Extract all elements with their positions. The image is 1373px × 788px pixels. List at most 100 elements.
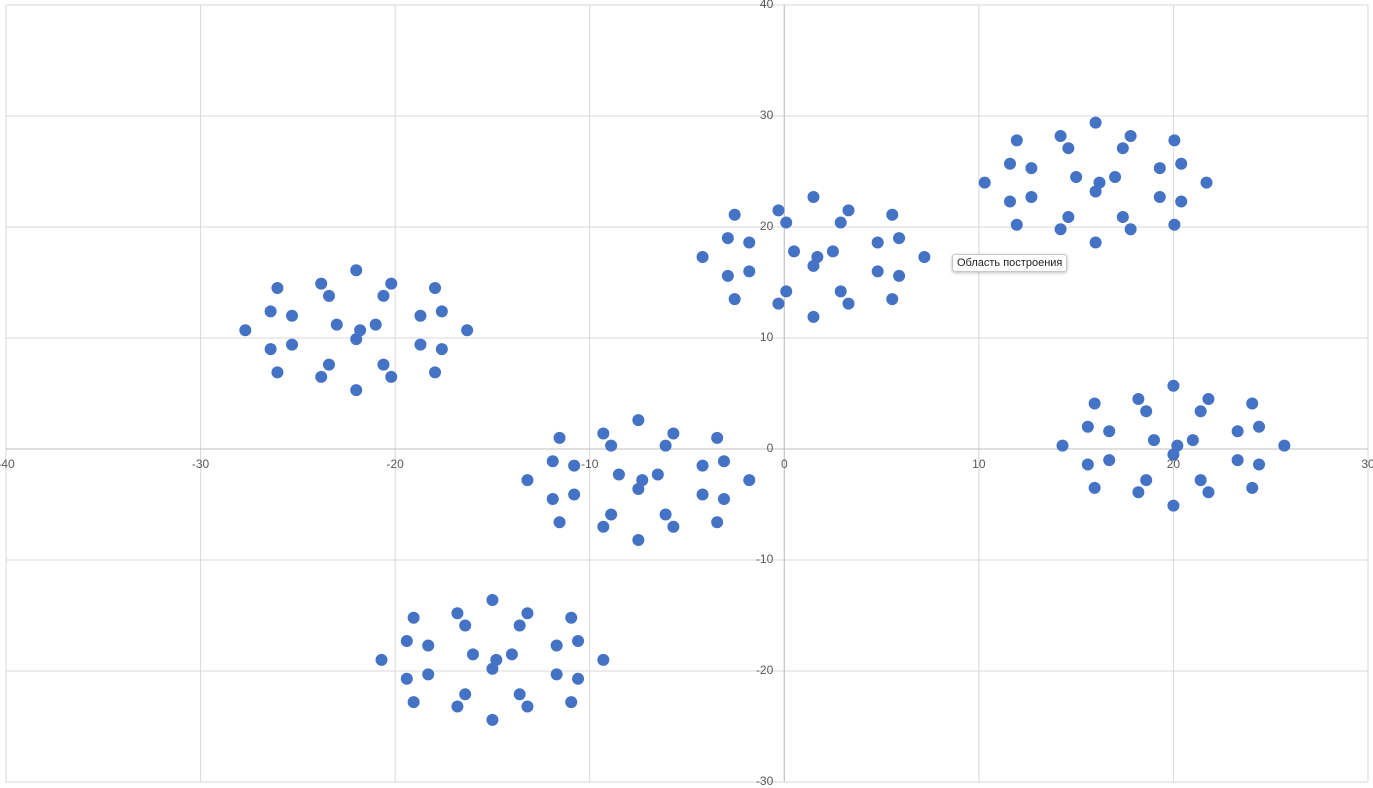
point bbox=[565, 696, 578, 709]
point bbox=[834, 285, 847, 298]
point bbox=[1200, 176, 1213, 189]
point bbox=[435, 305, 448, 318]
point bbox=[451, 607, 464, 620]
x-tick-label: 10 bbox=[972, 457, 986, 471]
point bbox=[826, 245, 839, 258]
point bbox=[1054, 223, 1067, 236]
point bbox=[400, 635, 413, 648]
point bbox=[459, 619, 472, 632]
point bbox=[743, 236, 756, 249]
x-tick-label: -10 bbox=[581, 457, 599, 471]
point bbox=[1167, 499, 1180, 512]
point bbox=[322, 289, 335, 302]
point bbox=[315, 277, 328, 290]
point bbox=[1054, 129, 1067, 142]
point bbox=[429, 366, 442, 379]
y-tick-label: -10 bbox=[756, 552, 774, 566]
point bbox=[780, 285, 793, 298]
point bbox=[1088, 481, 1101, 494]
point bbox=[1246, 481, 1259, 494]
point bbox=[565, 611, 578, 624]
y-tick-label: 40 bbox=[760, 0, 774, 11]
point bbox=[728, 293, 741, 306]
point bbox=[315, 370, 328, 383]
point bbox=[632, 414, 645, 427]
point bbox=[369, 318, 382, 331]
point bbox=[1194, 474, 1207, 487]
point bbox=[451, 700, 464, 713]
point bbox=[1056, 439, 1069, 452]
point bbox=[521, 607, 534, 620]
point bbox=[435, 343, 448, 356]
point bbox=[842, 204, 855, 217]
y-tick-label: 30 bbox=[760, 108, 774, 122]
point bbox=[377, 358, 390, 371]
point bbox=[513, 619, 526, 632]
point bbox=[264, 305, 277, 318]
point bbox=[513, 688, 526, 701]
point bbox=[568, 459, 581, 472]
y-tick-label: 10 bbox=[760, 330, 774, 344]
point bbox=[1175, 195, 1188, 208]
point bbox=[651, 468, 664, 481]
point bbox=[696, 488, 709, 501]
point bbox=[553, 431, 566, 444]
point bbox=[422, 668, 435, 681]
point bbox=[1124, 129, 1137, 142]
point bbox=[667, 520, 680, 533]
point bbox=[1003, 157, 1016, 170]
point bbox=[546, 492, 559, 505]
point bbox=[1070, 171, 1083, 184]
point bbox=[918, 250, 931, 263]
point bbox=[1278, 439, 1291, 452]
point bbox=[271, 282, 284, 295]
x-tick-label: 20 bbox=[1167, 457, 1181, 471]
point bbox=[711, 516, 724, 529]
point bbox=[459, 688, 472, 701]
point bbox=[886, 293, 899, 306]
point bbox=[572, 635, 585, 648]
point bbox=[1140, 474, 1153, 487]
point bbox=[597, 520, 610, 533]
point bbox=[605, 439, 618, 452]
point bbox=[377, 289, 390, 302]
point bbox=[400, 672, 413, 685]
point bbox=[286, 309, 299, 322]
point bbox=[1202, 486, 1215, 499]
point bbox=[711, 431, 724, 444]
point bbox=[1081, 420, 1094, 433]
point bbox=[871, 265, 884, 278]
y-tick-label: -30 bbox=[756, 774, 774, 788]
point bbox=[1246, 397, 1259, 410]
point bbox=[1093, 176, 1106, 189]
point bbox=[521, 474, 534, 487]
point bbox=[490, 653, 503, 666]
point bbox=[572, 672, 585, 685]
x-tick-label: -40 bbox=[0, 457, 15, 471]
series bbox=[239, 116, 1291, 726]
point bbox=[466, 648, 479, 661]
point bbox=[239, 324, 252, 337]
point bbox=[1116, 211, 1129, 224]
point bbox=[1171, 439, 1184, 452]
point bbox=[1253, 420, 1266, 433]
point bbox=[385, 370, 398, 383]
point bbox=[330, 318, 343, 331]
point bbox=[264, 343, 277, 356]
point bbox=[486, 713, 499, 726]
point bbox=[1132, 393, 1145, 406]
point bbox=[1088, 397, 1101, 410]
point bbox=[728, 208, 741, 221]
x-tick-label: 30 bbox=[1361, 457, 1373, 471]
point bbox=[286, 338, 299, 351]
point bbox=[696, 459, 709, 472]
x-tick-label: -30 bbox=[192, 457, 210, 471]
point bbox=[354, 324, 367, 337]
point bbox=[871, 236, 884, 249]
point bbox=[486, 593, 499, 606]
point bbox=[1186, 434, 1199, 447]
point bbox=[1140, 405, 1153, 418]
point bbox=[1231, 425, 1244, 438]
